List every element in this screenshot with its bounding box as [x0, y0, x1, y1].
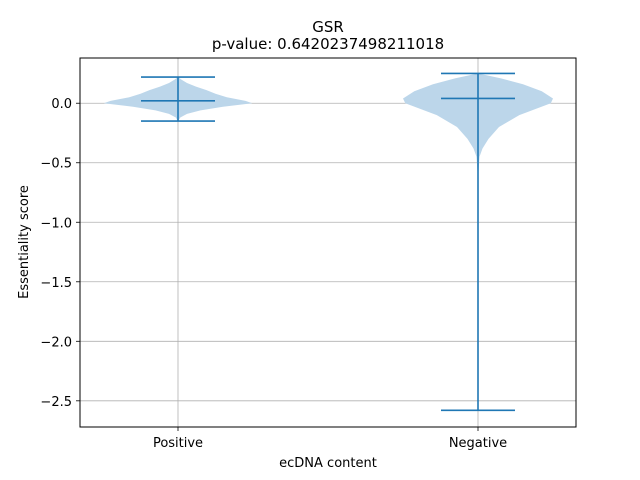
x-axis-ticks: Positive Negative: [153, 427, 507, 451]
chart-subtitle: p-value: 0.6420237498211018: [212, 35, 444, 53]
x-axis-label: ecDNA content: [279, 456, 377, 471]
x-tick-label: Negative: [449, 436, 507, 451]
y-tick-label: −2.5: [40, 395, 72, 410]
y-tick-label: −0.5: [40, 157, 72, 172]
y-axis-label: Essentiality score: [17, 185, 32, 299]
y-axis-ticks: 0.0 −0.5 −1.0 −1.5 −2.0 −2.5: [40, 97, 80, 410]
plot-frame: [79, 57, 577, 428]
x-tick-label: Positive: [153, 436, 203, 451]
y-tick-label: 0.0: [51, 97, 72, 112]
y-tick-label: −1.0: [40, 216, 72, 231]
violin-stat-lines: [141, 72, 515, 412]
y-tick-label: −1.5: [40, 276, 72, 291]
chart-title: GSR: [312, 18, 344, 36]
y-tick-label: −2.0: [40, 335, 72, 350]
violin-bodies: [103, 73, 553, 411]
